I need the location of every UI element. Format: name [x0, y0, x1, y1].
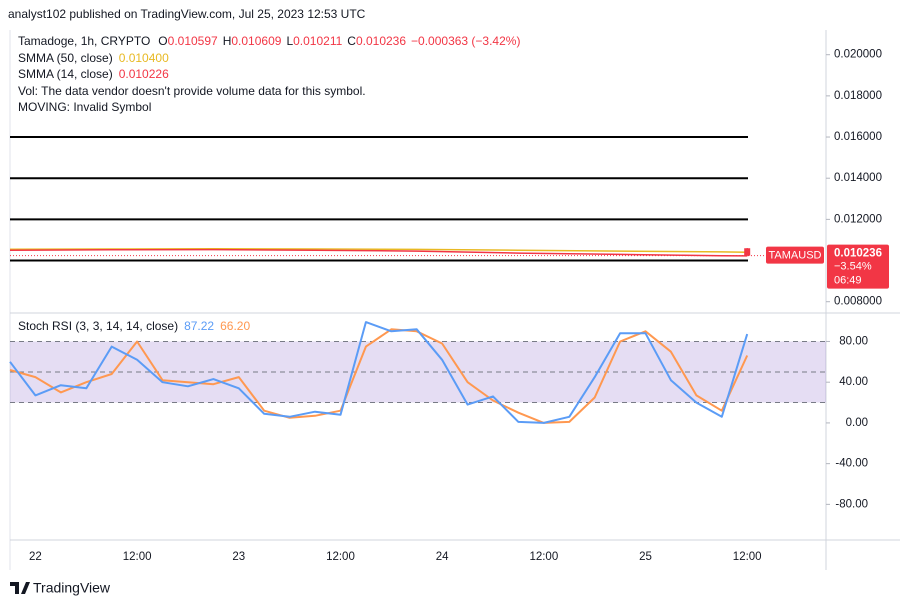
series-line [9, 328, 749, 424]
brand: TradingView [33, 580, 111, 596]
legend-entry: SMMA (50, close) 0.010400 [18, 51, 169, 65]
symbol-title: Tamadoge, 1h, CRYPTO [18, 34, 150, 48]
ohlc-key: H [223, 34, 232, 48]
y-tick-label: 0.008000 [834, 296, 882, 308]
legend-value: 0.010226 [119, 67, 169, 81]
y-tick-label: 0.020000 [834, 49, 882, 61]
y-tick-label: -80.00 [835, 498, 868, 510]
x-tick-label: 23 [232, 551, 245, 563]
y-tick-label: 0.012000 [834, 213, 882, 225]
ohlc-value: 0.010211 [293, 34, 342, 48]
price-tag-countdown: 06:49 [834, 275, 862, 287]
y-tick-label: 0.00 [846, 417, 868, 429]
ohlc-key: L [286, 34, 293, 48]
change: −0.000363 (−3.42%) [411, 34, 520, 48]
symbol-tag-text: TAMAUSD [769, 250, 822, 262]
stoch-value: 87.22 [184, 319, 214, 333]
price-tag-change: −3.54% [834, 261, 872, 273]
stoch-legend: Stoch RSI (3, 3, 14, 14, close) 87.22 66.2… [18, 319, 250, 333]
series-line [9, 248, 748, 254]
ohlc-value: 0.010597 [168, 34, 218, 48]
note: Vol: The data vendor doesn't provide vol… [18, 84, 366, 98]
ohlc-key: C [347, 34, 356, 48]
legend-entry: SMMA (14, close) 0.010226 [18, 67, 169, 81]
stoch-title: Stoch RSI (3, 3, 14, 14, close) [18, 319, 178, 333]
ohlc-value: 0.010609 [231, 34, 281, 48]
ohlc-value: 0.010236 [356, 34, 406, 48]
note: MOVING: Invalid Symbol [18, 100, 151, 114]
y-tick-label: 0.014000 [834, 172, 882, 184]
price-tag-value: 0.010236 [834, 248, 882, 260]
legend-value: 0.010400 [119, 51, 169, 65]
y-tick-label: 80.00 [839, 336, 868, 348]
price-tag [827, 244, 889, 289]
x-tick-label: 12:00 [123, 551, 152, 563]
y-tick-label: -40.00 [835, 458, 868, 470]
legend-name: SMMA (50, close) [18, 51, 113, 65]
x-tick-label: 22 [29, 551, 42, 563]
y-tick-label: 40.00 [839, 376, 868, 388]
series-line [9, 321, 749, 424]
candle-body [744, 248, 751, 256]
stoch-value: 66.20 [220, 319, 250, 333]
publisher: analyst102 published on TradingView.com,… [8, 7, 366, 21]
ohlc-key: O [158, 34, 167, 48]
symbol-tag [766, 246, 824, 264]
y-tick-label: 0.016000 [834, 131, 882, 143]
logo: TradingView [10, 580, 111, 596]
y-tick-label: 0.018000 [834, 90, 882, 102]
legend-name: SMMA (14, close) [18, 67, 113, 81]
series-line [9, 248, 748, 257]
logo-mark [10, 582, 30, 594]
x-tick-label: 25 [639, 551, 652, 563]
x-tick-label: 12:00 [733, 551, 762, 563]
x-tick-label: 24 [436, 551, 449, 563]
x-tick-label: 12:00 [529, 551, 558, 563]
legend-main: Tamadoge, 1h, CRYPTO O0.010597 H0.010609 L0… [18, 34, 520, 48]
x-tick-label: 12:00 [326, 551, 355, 563]
